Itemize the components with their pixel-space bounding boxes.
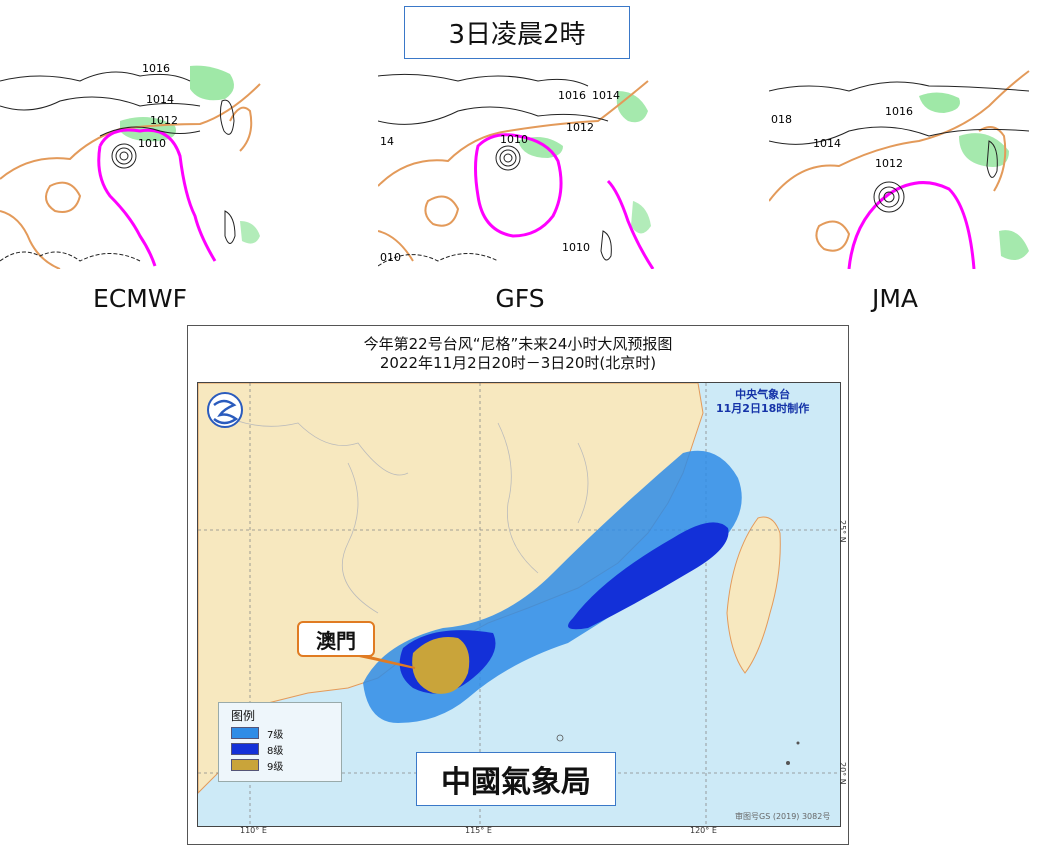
header-title: 3日凌晨2時 <box>448 20 586 50</box>
gfs-label: GFS <box>495 284 545 313</box>
gfs-isobar-label: 010 <box>380 251 401 264</box>
jma-panel: 018 1014 1016 1012 <box>769 61 1037 269</box>
jma-isobar-label: 1012 <box>875 157 903 170</box>
legend-item: 9级 <box>231 759 284 773</box>
ecmwf-label: ECMWF <box>93 284 187 313</box>
ecmwf-isobar-label: 1010 <box>138 137 166 150</box>
legend-item: 8级 <box>231 743 284 757</box>
gfs-isobar-label: 1016 <box>558 89 586 102</box>
legend-heading: 图例 <box>231 709 256 723</box>
stamp-text: 中國氣象局 <box>441 765 591 800</box>
lon-tick: 120° E <box>690 826 717 835</box>
stamp-box: 中國氣象局 <box>416 752 616 806</box>
header-title-box: 3日凌晨2時 <box>404 6 630 59</box>
agency-stamp: 中央气象台 11月2日18时制作 <box>716 388 809 416</box>
jma-isobar-label: 018 <box>771 113 792 126</box>
lat-tick: 20° N <box>838 762 847 785</box>
legend-item: 7级 <box>231 727 284 741</box>
gfs-isobar-label: 1010 <box>562 241 590 254</box>
legend-label: 7级 <box>267 729 284 741</box>
jma-isobar-label: 1014 <box>813 137 841 150</box>
gfs-isobar-label: 1010 <box>500 133 528 146</box>
ecmwf-isobar-label: 1012 <box>150 114 178 127</box>
agency-name: 中央气象台 <box>735 388 791 401</box>
lat-tick: 25° N <box>838 520 847 543</box>
forecast-map-subtitle: 2022年11月2日20时－3日20时(北京时) <box>379 354 657 372</box>
legend-swatch <box>231 759 259 771</box>
lon-tick: 115° E <box>465 826 492 835</box>
macau-callout: 澳門 <box>297 621 375 657</box>
lon-tick: 110° E <box>240 826 267 835</box>
legend-label: 8级 <box>267 745 284 757</box>
legend-label: 9级 <box>267 761 284 773</box>
jma-label: JMA <box>871 284 919 313</box>
gfs-panel: 1016 1014 1012 1010 14 1010 010 <box>378 61 658 269</box>
approval-number: 审图号GS (2019) 3082号 <box>735 812 831 821</box>
gfs-isobar-label: 14 <box>380 135 394 148</box>
cma-logo-icon <box>207 392 243 428</box>
macau-label: 澳門 <box>316 628 356 653</box>
jma-isobar-label: 1016 <box>885 105 913 118</box>
legend-swatch <box>231 743 259 755</box>
map-legend: 图例 7级 8级 9级 <box>218 702 342 782</box>
gfs-isobar-label: 1012 <box>566 121 594 134</box>
ecmwf-panel: 1016 1014 1012 1010 <box>0 61 268 269</box>
forecast-map-title: 今年第22号台风“尼格”未来24小时大风预报图 <box>363 335 673 353</box>
gfs-isobar-label: 1014 <box>592 89 620 102</box>
agency-issue-time: 11月2日18时制作 <box>716 402 810 415</box>
ecmwf-isobar-label: 1014 <box>146 93 174 106</box>
ecmwf-isobar-label: 1016 <box>142 62 170 75</box>
legend-swatch <box>231 727 259 739</box>
